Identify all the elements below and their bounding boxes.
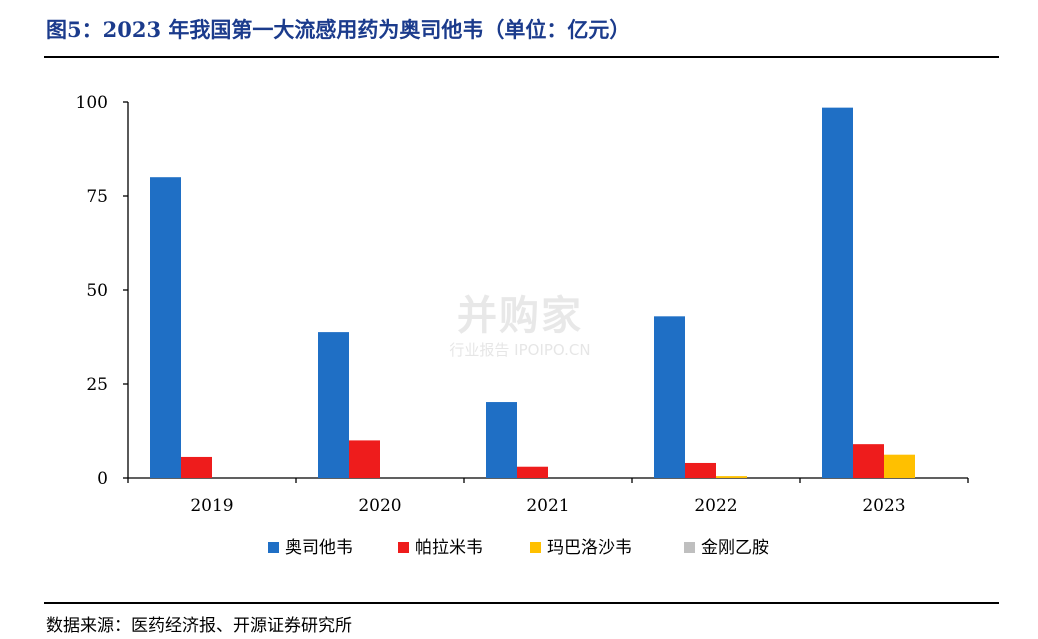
bar <box>654 316 685 478</box>
y-tick-label: 50 <box>86 281 108 301</box>
bar <box>685 462 716 478</box>
x-tick-label: 2021 <box>526 496 569 516</box>
bottom-rule <box>44 602 999 604</box>
bars <box>150 107 915 478</box>
y-tick-label: 75 <box>86 187 108 207</box>
bar <box>181 456 212 478</box>
y-tick-label: 25 <box>86 375 108 395</box>
legend-label: 玛巴洛沙韦 <box>547 538 632 558</box>
bar <box>884 454 915 478</box>
legend-swatch <box>398 542 409 553</box>
y-axis: 0 25 50 75 100 <box>76 93 129 489</box>
figure-title: 图5：2023 年我国第一大流感用药为奥司他韦（单位：亿元） <box>46 17 631 42</box>
bar <box>822 107 853 478</box>
x-tick-label: 2020 <box>358 496 401 516</box>
bar <box>517 466 548 478</box>
bar <box>716 476 747 478</box>
bar <box>349 440 380 478</box>
legend-label: 金刚乙胺 <box>701 538 769 558</box>
bar <box>486 402 517 478</box>
x-tick-label: 2022 <box>694 496 737 516</box>
legend-swatch <box>530 542 541 553</box>
legend-swatch <box>684 542 695 553</box>
x-tick-label: 2019 <box>190 496 233 516</box>
bar <box>318 332 349 478</box>
legend-label: 帕拉米韦 <box>415 538 483 558</box>
bar <box>150 177 181 478</box>
legend-label: 奥司他韦 <box>285 538 353 558</box>
legend-swatch <box>268 542 279 553</box>
x-axis: 2019 2020 2021 2022 2023 <box>127 477 969 516</box>
y-tick-label: 100 <box>76 93 108 113</box>
figure-source: 数据来源：医药经济报、开源证券研究所 <box>46 616 352 636</box>
bar <box>853 444 884 478</box>
x-tick-label: 2023 <box>862 496 905 516</box>
y-tick-label: 0 <box>97 469 108 489</box>
legend: 奥司他韦 帕拉米韦 玛巴洛沙韦 金刚乙胺 <box>268 538 769 558</box>
bar-chart: 0 25 50 75 100 2019 2020 2021 2022 2023 奥司他韦 帕拉米韦… <box>76 93 969 558</box>
top-rule <box>44 56 999 58</box>
